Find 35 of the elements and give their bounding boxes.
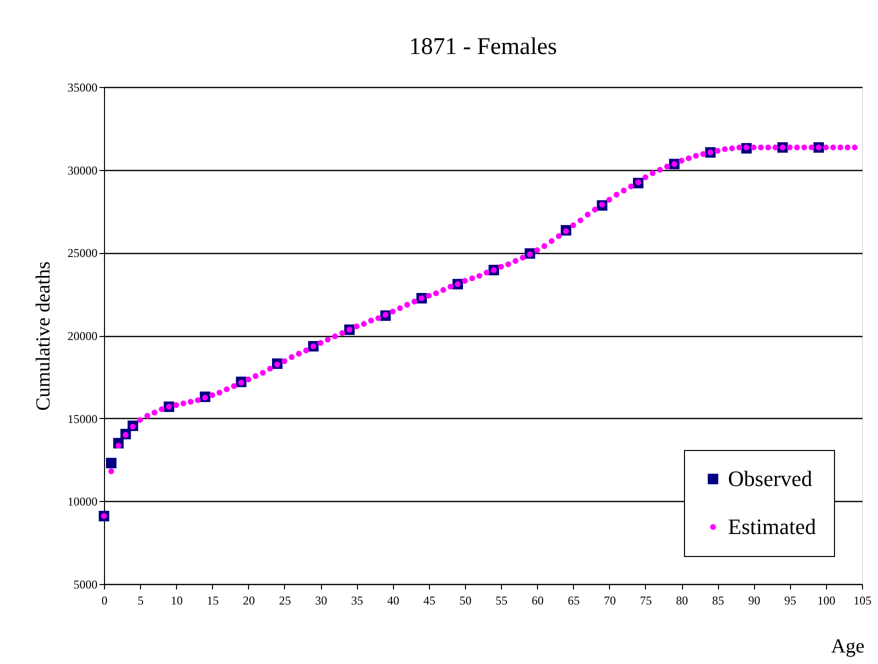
y-tick-label: 25000 [68, 246, 98, 260]
x-tick-label: 90 [748, 594, 760, 608]
y-axis-title: Cumulative deaths [32, 261, 54, 411]
y-tick-label: 10000 [68, 494, 98, 509]
x-tick-label: 0 [102, 594, 108, 608]
legend-label: Observed [728, 466, 812, 491]
x-tick-label: 80 [676, 594, 688, 608]
x-tick-label: 40 [387, 594, 400, 608]
y-tick-label: 15000 [68, 412, 98, 426]
x-tick-label: 85 [712, 594, 724, 608]
x-axis-title: Age [831, 636, 865, 658]
x-tick-label: 30 [315, 594, 328, 608]
x-tick-label: 55 [496, 594, 508, 608]
y-tick-label: 5000 [74, 578, 98, 592]
y-tick-label: 20000 [68, 329, 98, 343]
x-tick-label: 95 [784, 594, 796, 608]
x-tick-label: 65 [568, 594, 580, 608]
point [106, 458, 116, 468]
y-tick-label: 30000 [68, 163, 98, 178]
x-tick-label: 45 [423, 594, 436, 608]
x-tick-label: 25 [278, 594, 291, 608]
x-tick-label: 35 [351, 594, 364, 608]
x-tick-label: 70 [604, 594, 616, 608]
y-tick-label: 35000 [68, 80, 98, 94]
x-tick-label: 100 [817, 594, 836, 608]
x-tick-label: 50 [459, 594, 472, 608]
x-tick-label: 10 [170, 594, 183, 608]
x-tick-label: 75 [640, 594, 652, 608]
x-tick-label: 20 [242, 594, 255, 608]
x-tick-label: 15 [206, 594, 219, 608]
legend-label: Estimated [728, 514, 816, 539]
x-tick-label: 105 [854, 594, 872, 608]
x-tick-label: 5 [138, 594, 144, 608]
chart-title: 1871 - Females [409, 34, 557, 60]
x-tick-label: 60 [532, 594, 544, 608]
